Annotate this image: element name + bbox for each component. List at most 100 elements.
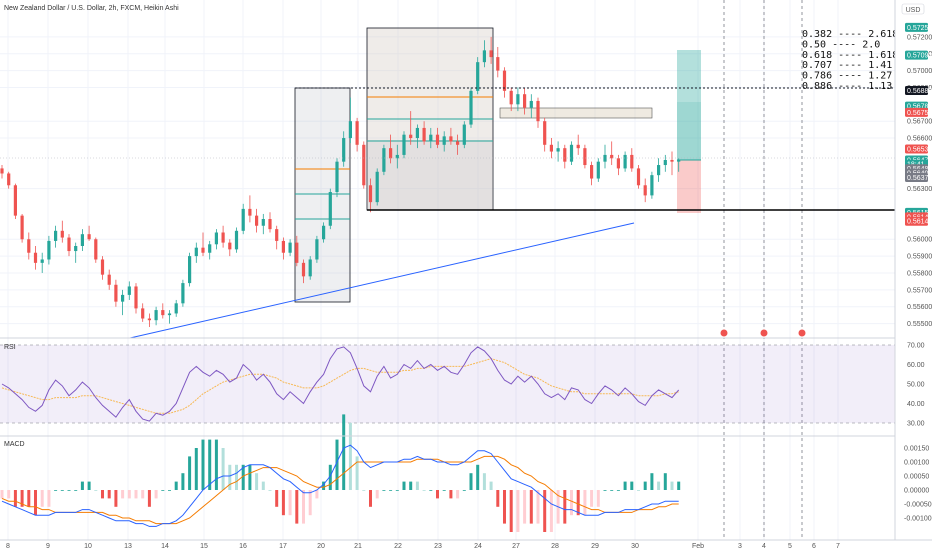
time-tick-label: 28 [551, 543, 559, 550]
economic-event-icon-3[interactable] [797, 328, 807, 338]
candle-body [342, 138, 346, 162]
candle [502, 67, 507, 98]
candle [536, 97, 540, 128]
candle [40, 252, 44, 273]
candle-body [489, 50, 493, 58]
candle [422, 121, 426, 145]
price-tick-label: 0.55500 [907, 321, 932, 328]
macd-hist-bar [228, 464, 232, 490]
candle-body [630, 154, 634, 169]
candle-body [268, 219, 272, 230]
candle [670, 151, 674, 176]
candle [281, 237, 285, 260]
candle-body [529, 100, 533, 108]
macd-hist-bar [13, 490, 17, 507]
candle [248, 195, 252, 223]
candle [275, 225, 279, 250]
candle-body [174, 303, 178, 314]
economic-event-icon-1[interactable] [719, 328, 729, 338]
macd-hist-bar [0, 490, 4, 499]
candle-body [147, 318, 151, 321]
price-tick-label: 0.56000 [907, 237, 932, 244]
price-badge-text: 0.56882 [907, 88, 932, 95]
candle-body [616, 158, 620, 169]
macd-hist-bar [87, 481, 91, 490]
price-badge-text: 0.56752 [907, 110, 932, 117]
price-badge: 0.57092 [905, 50, 932, 60]
candle-body [536, 100, 540, 122]
price-badge-text: 0.56374 [907, 175, 932, 182]
macd-hist-bar [536, 490, 540, 524]
fib-ratio-legend: 0.382 ---- 2.618 0.50 ---- 2.00.618 ----… [802, 29, 898, 92]
time-axis[interactable]: 8 9 10 13 14 15 16 17 20 21 22 23 24 27 28 29 30 Feb 3 4 5 6 7 [0, 539, 932, 550]
macd-hist-bar [188, 456, 192, 490]
price-badge-bg [905, 216, 928, 226]
fib-ratio-line: 0.886 ---- 1.13 [802, 81, 892, 92]
macd-hist-bar [630, 481, 634, 490]
rsi-ticks: 70.00 60.00 50.00 40.00 30.00 [907, 343, 925, 428]
time-tick-label: 13 [124, 543, 132, 550]
macd-hist-bar [34, 490, 37, 516]
candle-body [181, 283, 185, 304]
macd-hist-bar [74, 490, 78, 491]
macd-hist-bar [101, 490, 104, 499]
candle [322, 222, 326, 243]
candle-body [590, 165, 594, 179]
candle [375, 168, 379, 206]
currency-label: USD [906, 7, 921, 14]
macd-signal-line [1, 455, 679, 525]
macd-hist-bar [302, 490, 305, 524]
candle-body [549, 144, 553, 152]
macd-hist-bar [94, 490, 98, 491]
candle [33, 245, 38, 270]
time-tick-label: 20 [317, 543, 325, 550]
price-badge: 0.56535 [905, 144, 932, 154]
time-tick-label: 14 [161, 543, 169, 550]
currency-badge[interactable] [901, 3, 925, 15]
ascending-trendline[interactable] [129, 222, 635, 339]
long-position-stop[interactable] [677, 160, 701, 213]
macd-hist-bar [623, 481, 627, 490]
price-tick-label: 0.56600 [907, 136, 932, 143]
drawings-front[interactable] [0, 87, 895, 339]
price-badge-text: 0.57092 [907, 53, 932, 60]
time-tick-label: 30 [631, 543, 639, 550]
macd-hist-bar [583, 490, 587, 516]
supply-zone[interactable] [499, 107, 653, 119]
candle [255, 208, 259, 233]
candle-body [469, 90, 473, 125]
macd-hist-bar [54, 490, 58, 491]
candle [295, 235, 299, 267]
rsi-pane[interactable]: RSI [0, 344, 895, 424]
candle-body [47, 240, 51, 260]
time-tick-label: 27 [512, 543, 520, 550]
macd-tick-label: 0.00100 [904, 460, 929, 467]
candles[interactable] [0, 36, 681, 327]
time-tick-label: 10 [84, 543, 92, 550]
candle [20, 213, 24, 243]
macd-hist-bar [335, 439, 339, 490]
economic-event-icon-2[interactable] [759, 328, 769, 338]
macd-hist-bar [295, 490, 299, 524]
candle-body [214, 232, 218, 245]
long-position-target-tall[interactable] [677, 50, 701, 160]
candle [241, 203, 245, 235]
rsi-tick-label: 70.00 [907, 343, 925, 350]
price-badge-bg [905, 50, 928, 60]
fib-ratio-line: 0.50 ---- 2.0 [802, 39, 880, 50]
candle [482, 40, 486, 68]
candle [583, 144, 587, 169]
macd-hist-bar [141, 490, 145, 499]
macd-pane[interactable]: MACD [0, 414, 681, 532]
candle-body [650, 175, 654, 196]
candle [147, 313, 151, 327]
rsi-band [0, 345, 895, 423]
macd-line [1, 444, 679, 527]
candle [576, 134, 580, 155]
candle [94, 237, 98, 263]
macd-hist-bar [281, 490, 285, 516]
candle-body [114, 284, 118, 302]
